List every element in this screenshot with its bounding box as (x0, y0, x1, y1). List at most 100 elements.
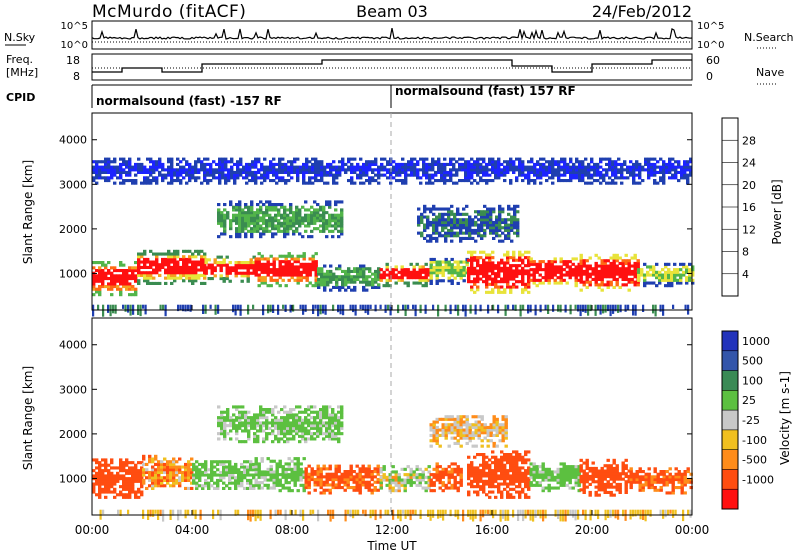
heatmap-cell (322, 224, 326, 228)
heatmap-cell (432, 268, 436, 272)
heatmap-cell (500, 258, 504, 262)
heatmap-cell (293, 165, 297, 169)
heatmap-cell (406, 284, 410, 288)
heatmap-cell (293, 470, 297, 474)
heatmap-cell (599, 160, 603, 164)
heatmap-cell (479, 168, 483, 172)
heatmap-cell (453, 212, 457, 216)
heatmap-cell (527, 304, 530, 314)
heatmap-cell (691, 278, 695, 282)
heatmap-cell (686, 176, 690, 180)
heatmap-cell (278, 265, 282, 269)
heatmap-cell (311, 157, 315, 161)
heatmap-cell (257, 260, 261, 264)
heatmap-cell (624, 253, 628, 257)
heatmap-cell (241, 216, 245, 220)
heatmap-cell (259, 232, 263, 236)
heatmap-cell (249, 258, 253, 262)
heatmap-cell (521, 274, 525, 278)
heatmap-cell (213, 481, 217, 485)
heatmap-cell (513, 212, 517, 216)
heatmap-cell (353, 267, 357, 271)
heatmap-cell (556, 478, 560, 482)
heatmap-cell (122, 479, 126, 483)
heatmap-cell (623, 176, 627, 180)
heatmap-cell (350, 275, 354, 279)
heatmap-cell (296, 457, 300, 461)
heatmap-cell (450, 268, 454, 272)
heatmap-cell (325, 219, 329, 223)
heatmap-cell (201, 462, 205, 466)
heatmap-cell (450, 212, 454, 216)
heatmap-cell (512, 477, 516, 481)
heatmap-cell (456, 212, 460, 216)
heatmap-cell (471, 220, 475, 224)
heatmap-cell (253, 224, 257, 228)
heatmap-cell (347, 272, 351, 276)
heatmap-cell (245, 173, 249, 177)
heatmap-cell (559, 470, 563, 474)
heatmap-cell (293, 268, 297, 272)
heatmap-cell (640, 273, 644, 277)
heatmap-cell (500, 450, 504, 454)
heatmap-cell (459, 478, 463, 482)
heatmap-cell (266, 467, 270, 471)
heatmap-cell (494, 170, 498, 174)
heatmap-cell (262, 211, 266, 215)
heatmap-cell (317, 267, 321, 271)
heatmap-cell (210, 266, 214, 270)
heatmap-cell (512, 463, 516, 467)
heatmap-cell (654, 304, 657, 317)
heatmap-cell (500, 474, 504, 478)
heatmap-cell (269, 467, 273, 471)
heatmap-cell (462, 265, 466, 269)
heatmap-cell (269, 465, 273, 469)
heatmap-cell (547, 489, 551, 493)
heatmap-cell (571, 467, 575, 471)
heatmap-cell (104, 165, 108, 169)
heatmap-cell (170, 181, 174, 185)
heatmap-cell (212, 176, 216, 180)
heatmap-cell (337, 213, 341, 217)
heatmap-cell (98, 490, 102, 494)
heatmap-cell (470, 280, 474, 284)
heatmap-cell (565, 478, 569, 482)
heatmap-cell (403, 478, 407, 482)
heatmap-cell (257, 278, 261, 282)
heatmap-cell (329, 275, 333, 279)
heatmap-cell (541, 281, 545, 285)
heatmap-cell (104, 277, 108, 281)
heatmap-cell (462, 220, 466, 224)
heatmap-cell (459, 239, 463, 243)
heatmap-cell (283, 205, 287, 209)
heatmap-cell (137, 170, 141, 174)
heatmap-cell (497, 170, 501, 174)
heatmap-cell (506, 277, 510, 281)
heatmap-cell (236, 170, 240, 174)
heatmap-cell (334, 216, 338, 220)
heatmap-cell (278, 481, 282, 485)
heatmap-cell (314, 276, 318, 280)
heatmap-cell (352, 478, 356, 482)
heatmap-cell (409, 475, 413, 479)
heatmap-cell (440, 168, 444, 172)
heatmap-cell (328, 200, 332, 204)
heatmap-cell (578, 162, 582, 166)
heatmap-cell (298, 219, 302, 223)
heatmap-cell (274, 213, 278, 217)
heatmap-cell (191, 170, 195, 174)
heatmap-cell (584, 168, 588, 172)
heatmap-cell (313, 483, 317, 487)
heatmap-cell (416, 160, 420, 164)
heatmap-cell (275, 257, 279, 261)
heatmap-cell (337, 304, 340, 313)
heatmap-cell (437, 165, 441, 169)
heatmap-cell (311, 260, 315, 264)
heatmap-cell (385, 265, 389, 269)
heatmap-cell (298, 213, 302, 217)
heatmap-cell (266, 165, 270, 169)
heatmap-cell (246, 486, 250, 490)
heatmap-cell (559, 273, 563, 277)
heatmap-cell (458, 157, 462, 161)
heatmap-cell (524, 288, 528, 292)
